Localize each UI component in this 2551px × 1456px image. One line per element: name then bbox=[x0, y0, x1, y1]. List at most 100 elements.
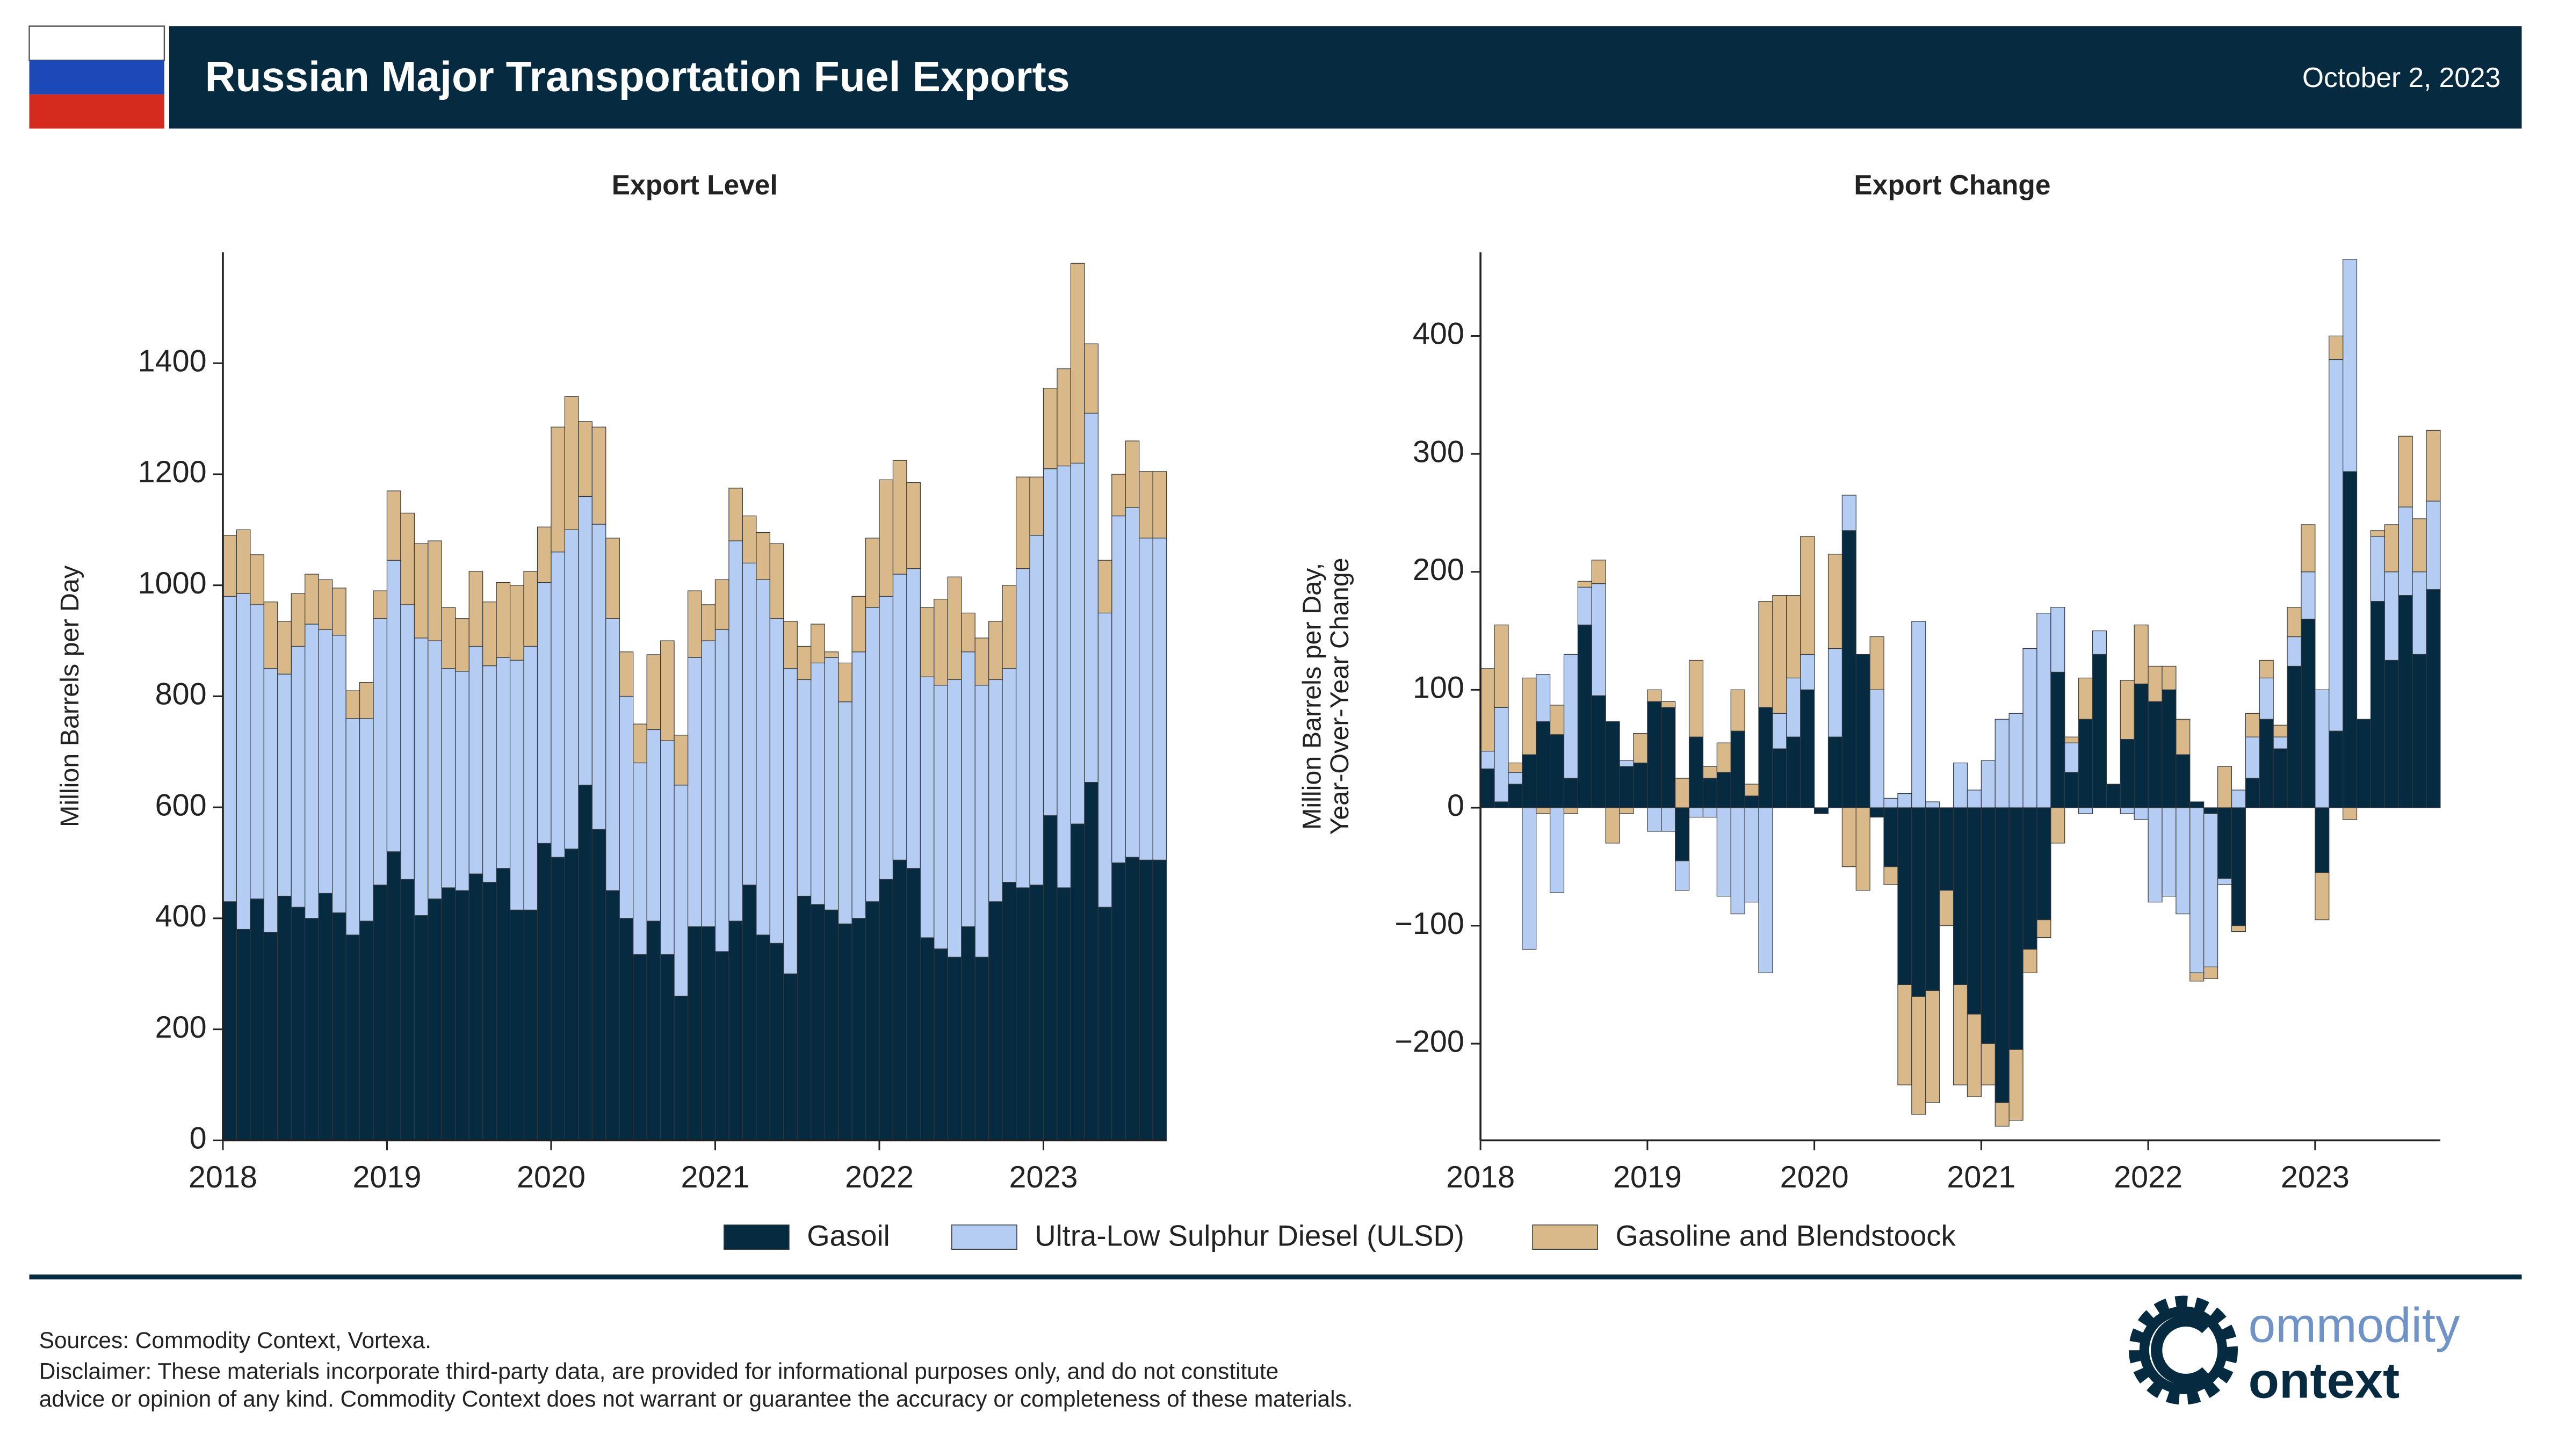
bar-segment bbox=[756, 579, 770, 936]
bar-segment bbox=[1967, 807, 1982, 1015]
bar-segment bbox=[1911, 807, 1926, 997]
bar-segment bbox=[359, 682, 374, 719]
bar-segment bbox=[714, 951, 729, 1141]
x-tick-label: 2022 bbox=[2114, 1160, 2183, 1194]
bar-segment bbox=[1015, 887, 1030, 1141]
x-tick-label: 2022 bbox=[845, 1160, 914, 1194]
sources: Sources: Commodity Context, Vortexa. bbox=[39, 1328, 431, 1353]
bar-segment bbox=[1125, 507, 1140, 858]
bar-segment bbox=[291, 646, 306, 908]
bar-segment bbox=[1716, 807, 1731, 897]
legend-swatch bbox=[724, 1225, 790, 1250]
bar-segment bbox=[2203, 966, 2218, 980]
bar-segment bbox=[811, 662, 825, 905]
bar-segment bbox=[1730, 807, 1745, 915]
bar-segment bbox=[1494, 624, 1509, 708]
y-tick-label: 300 bbox=[1413, 434, 1464, 469]
bar-segment bbox=[906, 568, 921, 869]
y-tick-label: 1400 bbox=[138, 344, 207, 379]
bar-segment bbox=[277, 673, 292, 897]
bar-segment bbox=[988, 901, 1003, 1141]
bar-segment bbox=[564, 849, 579, 1141]
disclaimer: Disclaimer: These materials incorporate … bbox=[39, 1359, 1279, 1384]
bar-segment bbox=[1772, 595, 1787, 714]
bar-segment bbox=[2315, 689, 2330, 808]
bar-segment bbox=[920, 937, 935, 1141]
bar-segment bbox=[2189, 801, 2205, 808]
bar-segment bbox=[1152, 538, 1167, 860]
bar-segment bbox=[701, 640, 716, 927]
bar-segment bbox=[591, 829, 606, 1141]
bar-segment bbox=[783, 621, 798, 669]
bar-segment bbox=[1619, 807, 1634, 814]
bar-segment bbox=[1084, 782, 1099, 1141]
bar-segment bbox=[2315, 807, 2330, 873]
bar-segment bbox=[2162, 689, 2177, 808]
bar-segment bbox=[2189, 807, 2205, 974]
bar-segment bbox=[359, 718, 374, 922]
bar-segment bbox=[824, 651, 839, 658]
bar-segment bbox=[2036, 919, 2051, 938]
bar-segment bbox=[837, 701, 852, 924]
bar-segment bbox=[2398, 506, 2413, 596]
bar-segment bbox=[1911, 996, 1926, 1115]
bar-segment bbox=[660, 640, 675, 741]
bar-segment bbox=[2259, 719, 2274, 808]
bar-segment bbox=[633, 954, 647, 1141]
bar-segment bbox=[1057, 368, 1072, 467]
bar-segment bbox=[2384, 571, 2399, 661]
bar-segment bbox=[1002, 668, 1017, 883]
bar-segment bbox=[2148, 701, 2163, 808]
y-tick-label: 1000 bbox=[138, 566, 207, 600]
bar-segment bbox=[1675, 807, 1690, 861]
bar-segment bbox=[1730, 689, 1745, 731]
bar-segment bbox=[1994, 719, 2010, 808]
bar-segment bbox=[1549, 807, 1565, 893]
bar-segment bbox=[961, 651, 975, 927]
bar-segment bbox=[1994, 807, 2010, 1103]
bar-segment bbox=[1800, 654, 1815, 690]
bar-segment bbox=[1577, 624, 1592, 808]
bar-segment bbox=[2384, 524, 2399, 573]
bar-segment bbox=[605, 618, 620, 891]
bar-segment bbox=[222, 535, 237, 597]
bar-segment bbox=[2148, 665, 2163, 702]
bar-segment bbox=[674, 785, 689, 997]
bar-segment bbox=[2078, 677, 2093, 720]
bar-segment bbox=[345, 718, 360, 936]
bar-segment bbox=[1772, 748, 1787, 808]
bar-segment bbox=[386, 560, 401, 852]
bar-segment bbox=[2329, 730, 2344, 808]
bar-segment bbox=[974, 638, 989, 686]
bar-segment bbox=[1015, 476, 1030, 569]
bar-segment bbox=[2022, 948, 2037, 974]
x-tick-label: 2020 bbox=[1780, 1160, 1849, 1194]
bar-segment bbox=[1897, 984, 1912, 1085]
bar-segment bbox=[879, 879, 894, 1141]
legend-label: Gasoline and Blendstoock bbox=[1615, 1219, 1956, 1252]
disclaimer: advice or opinion of any kind. Commodity… bbox=[39, 1386, 1353, 1411]
bar-segment bbox=[674, 735, 689, 786]
bar-segment bbox=[2370, 601, 2385, 808]
chart-title: Export Level bbox=[612, 169, 778, 200]
bar-segment bbox=[2176, 807, 2191, 915]
bar-segment bbox=[687, 590, 702, 658]
bar-segment bbox=[428, 640, 442, 900]
header-bar bbox=[169, 26, 2522, 129]
bar-segment bbox=[728, 540, 743, 922]
bar-segment bbox=[1647, 807, 1662, 832]
bar-segment bbox=[1786, 736, 1801, 808]
bar-segment bbox=[1591, 583, 1606, 696]
bar-segment bbox=[1494, 801, 1509, 808]
bar-segment bbox=[824, 657, 839, 910]
y-tick-label: 600 bbox=[155, 788, 207, 822]
bar-segment bbox=[1953, 762, 1968, 808]
bar-segment bbox=[578, 785, 592, 1141]
flag bbox=[28, 25, 165, 129]
bar-segment bbox=[414, 638, 429, 916]
y-tick-label: 400 bbox=[1413, 317, 1464, 351]
bar-segment bbox=[1994, 1102, 2010, 1127]
bar-segment bbox=[633, 762, 647, 955]
x-tick-label: 2019 bbox=[1613, 1160, 1682, 1194]
bar-segment bbox=[1139, 471, 1153, 539]
